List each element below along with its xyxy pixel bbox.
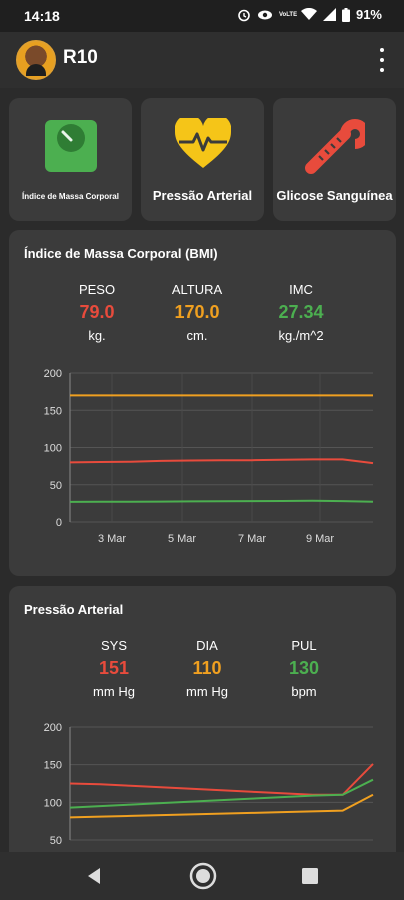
series-line: [69, 458, 374, 465]
series-line: [69, 499, 374, 503]
tile-bmi-label: Índice de Massa Corporal: [22, 192, 119, 201]
sys-label: SYS: [100, 638, 127, 653]
dia-value: 110: [192, 658, 222, 678]
signal-icon: [322, 8, 336, 21]
pul-label: PUL: [291, 638, 317, 653]
eye-icon: [257, 10, 272, 19]
height-unit: cm.: [186, 328, 208, 343]
height-metric: ALTURA 170.0 cm.: [142, 282, 252, 343]
imc-metric: IMC 27.34 kg./m^2: [246, 282, 356, 343]
back-icon[interactable]: [84, 866, 104, 886]
tile-blood-pressure-label: Pressão Arterial: [152, 188, 253, 203]
y-tick-label: 150: [44, 760, 62, 772]
alarm-icon: [238, 9, 250, 21]
avatar[interactable]: [16, 40, 56, 80]
x-tick-label: 3 Mar: [98, 533, 126, 545]
bmi-card[interactable]: Índice de Massa Corporal (BMI) PESO 79.0…: [9, 230, 396, 576]
status-icons: VoLTE 91%: [237, 7, 382, 22]
bp-chart: 50 100 150 200: [44, 722, 374, 847]
y-tick-label: 200: [44, 368, 62, 380]
volte-icon: VoLTE: [278, 11, 298, 18]
series-line: [69, 793, 374, 819]
dia-metric: DIA 110 mm Hg: [152, 638, 262, 699]
y-tick-label: 100: [44, 443, 62, 455]
bp-card-title: Pressão Arterial: [24, 602, 124, 617]
x-tick-label: 9 Mar: [306, 533, 334, 545]
sys-metric: SYS 151 mm Hg: [59, 638, 169, 699]
imc-value: 27.34: [278, 302, 324, 322]
weight-label: PESO: [78, 282, 116, 297]
y-tick-label: 150: [44, 405, 62, 417]
height-label: ALTURA: [171, 282, 223, 297]
battery-icon: [341, 7, 350, 22]
y-tick-label: 50: [50, 835, 62, 847]
y-tick-label: 200: [44, 722, 62, 734]
height-value: 170.0: [174, 302, 220, 322]
status-bar: 14:18 VoLTE 91%: [0, 0, 404, 32]
weight-metric: PESO 79.0 kg.: [42, 282, 152, 343]
system-nav-bar: [0, 852, 404, 900]
app-bar: R10: [0, 32, 404, 88]
weight-value: 79.0: [79, 302, 115, 322]
tile-bmi[interactable]: Índice de Massa Corporal: [9, 98, 132, 221]
y-tick-label: 100: [44, 797, 62, 809]
status-time: 14:18: [24, 8, 60, 24]
x-tick-label: 7 Mar: [238, 533, 266, 545]
tile-blood-pressure[interactable]: Pressão Arterial: [141, 98, 264, 221]
recents-icon[interactable]: [302, 868, 318, 884]
measuring-tape-icon: [304, 119, 365, 174]
scale-icon: [44, 120, 97, 172]
pul-unit: bpm: [291, 684, 317, 699]
heart-pulse-icon: [174, 118, 231, 168]
pul-value: 130: [288, 658, 320, 678]
wifi-icon: [300, 8, 317, 20]
series-line: [69, 778, 374, 809]
x-tick-label: 5 Mar: [168, 533, 196, 545]
battery-percent: 91%: [355, 7, 382, 22]
y-tick-label: 50: [50, 480, 62, 492]
series-line: [69, 763, 374, 796]
dia-label: DIA: [196, 638, 218, 653]
blood-pressure-card[interactable]: Pressão Arterial SYS 151 mm Hg DIA 110 m…: [9, 586, 396, 876]
imc-label: IMC: [289, 282, 313, 297]
app-title: R10: [63, 47, 98, 68]
bmi-chart: 0 50 100 150 200 3 Mar 5 Mar 7 Mar 9 Mar: [44, 368, 374, 545]
pul-metric: PUL 130 bpm: [249, 638, 359, 699]
tile-blood-glucose-label: Glicose Sanguínea: [276, 188, 393, 203]
more-menu-icon[interactable]: [374, 48, 390, 72]
imc-unit: kg./m^2: [278, 328, 324, 343]
dia-unit: mm Hg: [186, 684, 228, 699]
sys-value: 151: [98, 658, 130, 678]
sys-unit: mm Hg: [93, 684, 135, 699]
bmi-card-title: Índice de Massa Corporal (BMI): [24, 246, 218, 261]
tile-blood-glucose[interactable]: Glicose Sanguínea: [273, 98, 396, 221]
home-icon[interactable]: [189, 862, 217, 890]
y-tick-label: 0: [56, 517, 62, 529]
weight-unit: kg.: [88, 328, 106, 343]
